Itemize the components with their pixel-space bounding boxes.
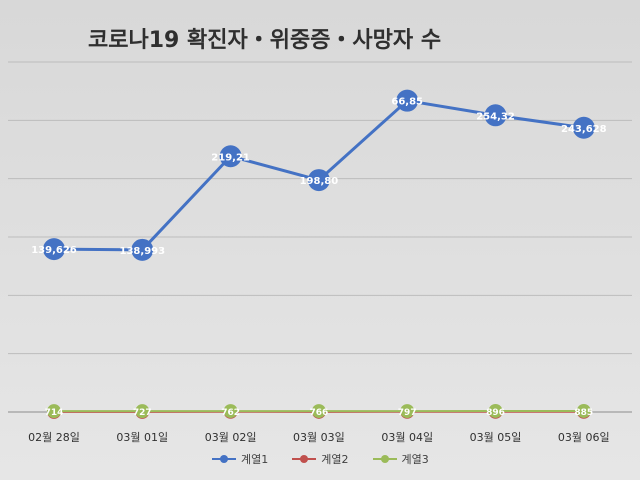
data-point <box>43 238 65 261</box>
gridlines <box>8 61 632 413</box>
series-1: 139,626 138,993 219,21 198,80 66,85 254,32 243… <box>31 89 607 261</box>
data-point <box>135 404 150 419</box>
x-tick-label: 03월 04일 <box>381 430 433 444</box>
x-axis-ticks: 02월 28일 03월 01일 03월 02일 03월 03일 03월 04일 03월 0… <box>28 430 610 444</box>
chart-title: 코로나19 확진자・위중증・사망자 수 <box>88 28 442 53</box>
data-label: 762 <box>221 408 240 418</box>
x-tick-label: 03월 03일 <box>293 430 345 444</box>
data-point <box>396 89 419 112</box>
legend-label: 계열2 <box>321 453 349 466</box>
x-tick-label: 03월 01일 <box>116 430 168 444</box>
data-point <box>219 145 242 168</box>
data-label: 243,628 <box>561 124 607 135</box>
legend-label: 계열3 <box>401 453 429 466</box>
legend-item-3: 계열3 <box>372 451 429 467</box>
data-label: 885 <box>574 408 593 418</box>
data-point <box>572 116 595 139</box>
data-label: 138,993 <box>120 246 166 257</box>
data-label: 254,32 <box>476 111 515 122</box>
data-label: 797 <box>398 408 417 418</box>
data-label: 727 <box>133 408 152 418</box>
data-label: 139,626 <box>31 245 77 256</box>
legend: 계열1 계열2 계열3 <box>212 451 429 467</box>
x-tick-label: 03월 05일 <box>470 430 522 444</box>
data-point <box>400 404 415 419</box>
legend-item-1: 계열1 <box>212 451 268 467</box>
x-tick-label: 02월 28일 <box>28 430 80 444</box>
legend-swatch <box>372 454 397 464</box>
data-label: 766 <box>310 408 329 418</box>
series-layer: 714 727 762 766 797 896 885 139,626 138,993 219,2… <box>31 89 607 419</box>
legend-swatch <box>292 454 317 464</box>
x-tick-label: 03월 06일 <box>558 430 610 444</box>
data-point <box>311 404 326 419</box>
data-point <box>223 404 238 419</box>
data-label: 896 <box>486 408 505 418</box>
legend-swatch <box>212 454 236 464</box>
data-label: 714 <box>45 408 64 418</box>
data-point <box>576 403 591 418</box>
data-label: 198,80 <box>300 176 339 187</box>
data-point <box>307 169 330 192</box>
data-point <box>484 104 507 127</box>
data-label: 219,21 <box>211 152 250 163</box>
data-point <box>47 404 61 419</box>
legend-item-2: 계열2 <box>292 451 349 467</box>
legend-label: 계열1 <box>241 453 269 466</box>
x-tick-label: 03월 02일 <box>205 430 257 444</box>
series-3: 714 727 762 766 797 896 885 <box>45 403 593 419</box>
data-label: 66,85 <box>391 97 423 108</box>
data-point <box>131 238 154 261</box>
data-point <box>488 403 503 418</box>
